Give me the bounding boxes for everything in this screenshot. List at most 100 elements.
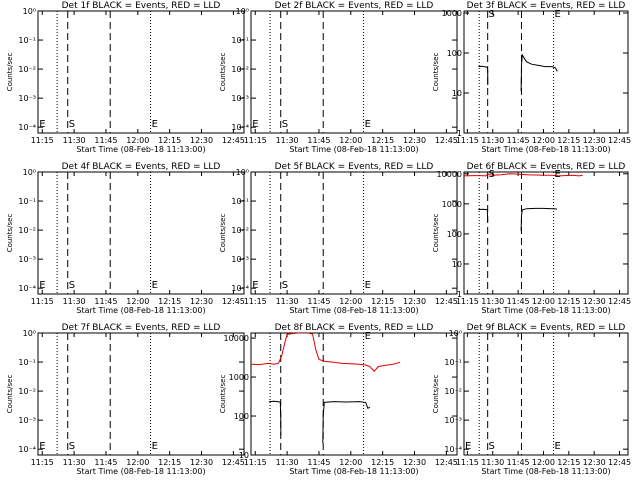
marker-s: S — [489, 169, 495, 180]
plot-frame — [250, 332, 458, 456]
y-tick-label: 10⁰ — [236, 168, 249, 177]
x-axis-label: Start Time (08-Feb-18 11:13:00) — [481, 467, 610, 476]
x-tick-label: 12:45 — [222, 136, 245, 145]
y-axis-label: Counts/sec — [432, 214, 440, 253]
plot-frame — [37, 10, 245, 134]
marker-s: S — [282, 119, 288, 130]
y-tick-label: 1 — [457, 129, 462, 138]
x-tick-label: 12:45 — [608, 136, 631, 145]
x-tick-label: 11:45 — [507, 136, 530, 145]
x-tick-label: 12:45 — [435, 136, 458, 145]
marker-e: E — [152, 119, 158, 130]
marker-e: E — [252, 119, 258, 130]
x-tick-label: 12:15 — [371, 297, 394, 306]
plot-frame — [463, 171, 629, 295]
y-tick-label: 10⁻² — [444, 387, 462, 396]
y-axis-label: Counts/sec — [432, 53, 440, 92]
panel-title: Det 6f BLACK = Events, RED = LLD — [467, 162, 626, 172]
y-tick-label: 10⁰ — [23, 168, 36, 177]
lld-series — [464, 173, 583, 177]
marker-s: S — [489, 441, 495, 452]
marker-e: E — [252, 280, 258, 291]
y-axis-label: Counts/sec — [6, 53, 14, 92]
y-tick-label: 10⁻¹ — [231, 197, 249, 206]
x-tick-label: 12:15 — [371, 136, 394, 145]
plot-frame — [463, 10, 629, 134]
panel-title: Det 9f BLACK = Events, RED = LLD — [467, 323, 626, 333]
y-tick-label: 10⁻⁴ — [18, 445, 36, 454]
x-tick-label: 12:00 — [126, 297, 149, 306]
y-tick-label: 100 — [234, 412, 249, 421]
x-tick-label: 11:30 — [481, 297, 504, 306]
x-tick-label: 12:00 — [532, 297, 555, 306]
y-tick-label: 10⁰ — [23, 7, 36, 16]
plot-frame — [463, 332, 629, 456]
y-tick-label: 10⁻⁴ — [444, 445, 462, 454]
y-tick-label: 10⁰ — [449, 329, 462, 338]
y-tick-label: 10⁻² — [18, 65, 36, 74]
marker-s: S — [69, 441, 75, 452]
panel-title: Det 3f BLACK = Events, RED = LLD — [467, 1, 626, 11]
x-axis-label: Start Time (08-Feb-18 11:13:00) — [289, 145, 418, 154]
y-tick-label: 10⁻² — [18, 387, 36, 396]
events-series — [520, 53, 558, 92]
x-tick-label: 12:30 — [190, 458, 213, 467]
marker-s: S — [69, 119, 75, 130]
x-axis-label: Start Time (08-Feb-18 11:13:00) — [76, 145, 205, 154]
x-tick-label: 11:45 — [507, 297, 530, 306]
y-tick-label: 10⁻³ — [231, 255, 249, 264]
y-tick-label: 10⁰ — [236, 7, 249, 16]
y-axis-label: Counts/sec — [432, 375, 440, 414]
y-axis-label: Counts/sec — [219, 375, 227, 414]
y-tick-label: 10000 — [437, 170, 462, 179]
x-axis-label: Start Time (08-Feb-18 11:13:00) — [481, 145, 610, 154]
x-tick-label: 11:15 — [31, 136, 54, 145]
y-tick-label: 10⁻¹ — [18, 358, 36, 367]
x-tick-label: 12:15 — [158, 458, 181, 467]
y-tick-label: 1000 — [229, 373, 249, 382]
x-tick-label: 11:15 — [244, 297, 267, 306]
x-tick-label: 12:15 — [557, 136, 580, 145]
x-tick-label: 11:15 — [244, 458, 267, 467]
panel-title: Det 4f BLACK = Events, RED = LLD — [62, 162, 221, 172]
panel-title: Det 1f BLACK = Events, RED = LLD — [62, 1, 221, 11]
panel-title: Det 2f BLACK = Events, RED = LLD — [275, 1, 434, 11]
y-tick-label: 10⁻³ — [231, 94, 249, 103]
y-tick-label: 10 — [239, 451, 249, 460]
events-series — [478, 208, 489, 222]
events-series — [520, 207, 558, 231]
y-tick-label: 10⁻² — [18, 226, 36, 235]
panel-title: Det 8f BLACK = Events, RED = LLD — [275, 323, 434, 333]
x-axis-label: Start Time (08-Feb-18 11:13:00) — [289, 306, 418, 315]
y-tick-label: 10 — [452, 89, 462, 98]
x-tick-label: 12:00 — [532, 136, 555, 145]
plot-frame — [37, 171, 245, 295]
x-tick-label: 11:45 — [507, 458, 530, 467]
y-tick-label: 10⁻¹ — [231, 36, 249, 45]
y-tick-label: 1000 — [442, 9, 462, 18]
marker-e: E — [39, 441, 45, 452]
marker-e: E — [365, 331, 371, 342]
panel-det-7: Det 7f BLACK = Events, RED = LLD 11:15 11:… — [6, 323, 245, 476]
y-tick-label: 10⁻³ — [444, 416, 462, 425]
lld-series — [251, 333, 401, 372]
y-tick-label: 10⁻¹ — [18, 36, 36, 45]
plot-frame — [250, 10, 458, 134]
y-tick-label: 100 — [447, 230, 462, 239]
panel-det-4: Det 4f BLACK = Events, RED = LLD 11:15 11:… — [6, 162, 245, 315]
x-tick-label: 12:30 — [583, 136, 606, 145]
x-tick-label: 11:30 — [481, 458, 504, 467]
y-tick-label: 10⁻² — [231, 226, 249, 235]
x-tick-label: 12:15 — [158, 136, 181, 145]
x-tick-label: 11:45 — [307, 458, 330, 467]
x-tick-label: 12:45 — [435, 458, 458, 467]
x-tick-label: 12:15 — [158, 297, 181, 306]
y-tick-label: 10⁻¹ — [18, 197, 36, 206]
y-tick-label: 100 — [447, 49, 462, 58]
marker-e: E — [152, 441, 158, 452]
x-tick-label: 11:30 — [63, 136, 86, 145]
x-tick-label: 12:30 — [190, 136, 213, 145]
x-tick-label: 11:45 — [94, 297, 117, 306]
